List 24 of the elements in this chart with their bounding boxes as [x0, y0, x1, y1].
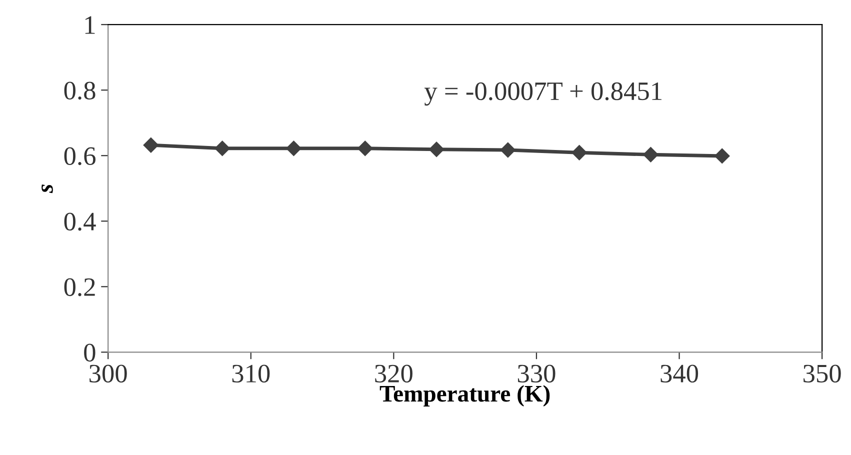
y-tick-label: 1 — [85, 16, 95, 34]
point — [358, 140, 373, 156]
y-axis-title: s — [42, 184, 53, 194]
x-tick-label: 350 — [804, 364, 841, 383]
point — [143, 138, 158, 153]
y-tick-label: 0 — [84, 344, 96, 362]
x-tick-label: 340 — [660, 364, 698, 383]
point — [643, 147, 658, 162]
y-tick-label: 0.2 — [64, 278, 95, 296]
x-axis-title: Temperature (K) — [380, 385, 550, 407]
point — [286, 140, 302, 156]
y-tick-label: 0.4 — [64, 212, 96, 231]
annotation: y = -0.0007T + 0.8451 — [424, 82, 662, 106]
x-tick-label: 300 — [90, 364, 127, 383]
x-tick-label: 330 — [518, 364, 556, 383]
point — [428, 142, 444, 157]
x-tick-label: 320 — [375, 364, 412, 383]
point — [500, 142, 516, 158]
x-tick-label: 310 — [232, 364, 270, 383]
point — [214, 140, 230, 156]
point — [572, 145, 587, 160]
y-tick-label: 0.6 — [64, 147, 96, 166]
y-tick-label: 0.8 — [64, 82, 96, 100]
point — [714, 148, 730, 164]
